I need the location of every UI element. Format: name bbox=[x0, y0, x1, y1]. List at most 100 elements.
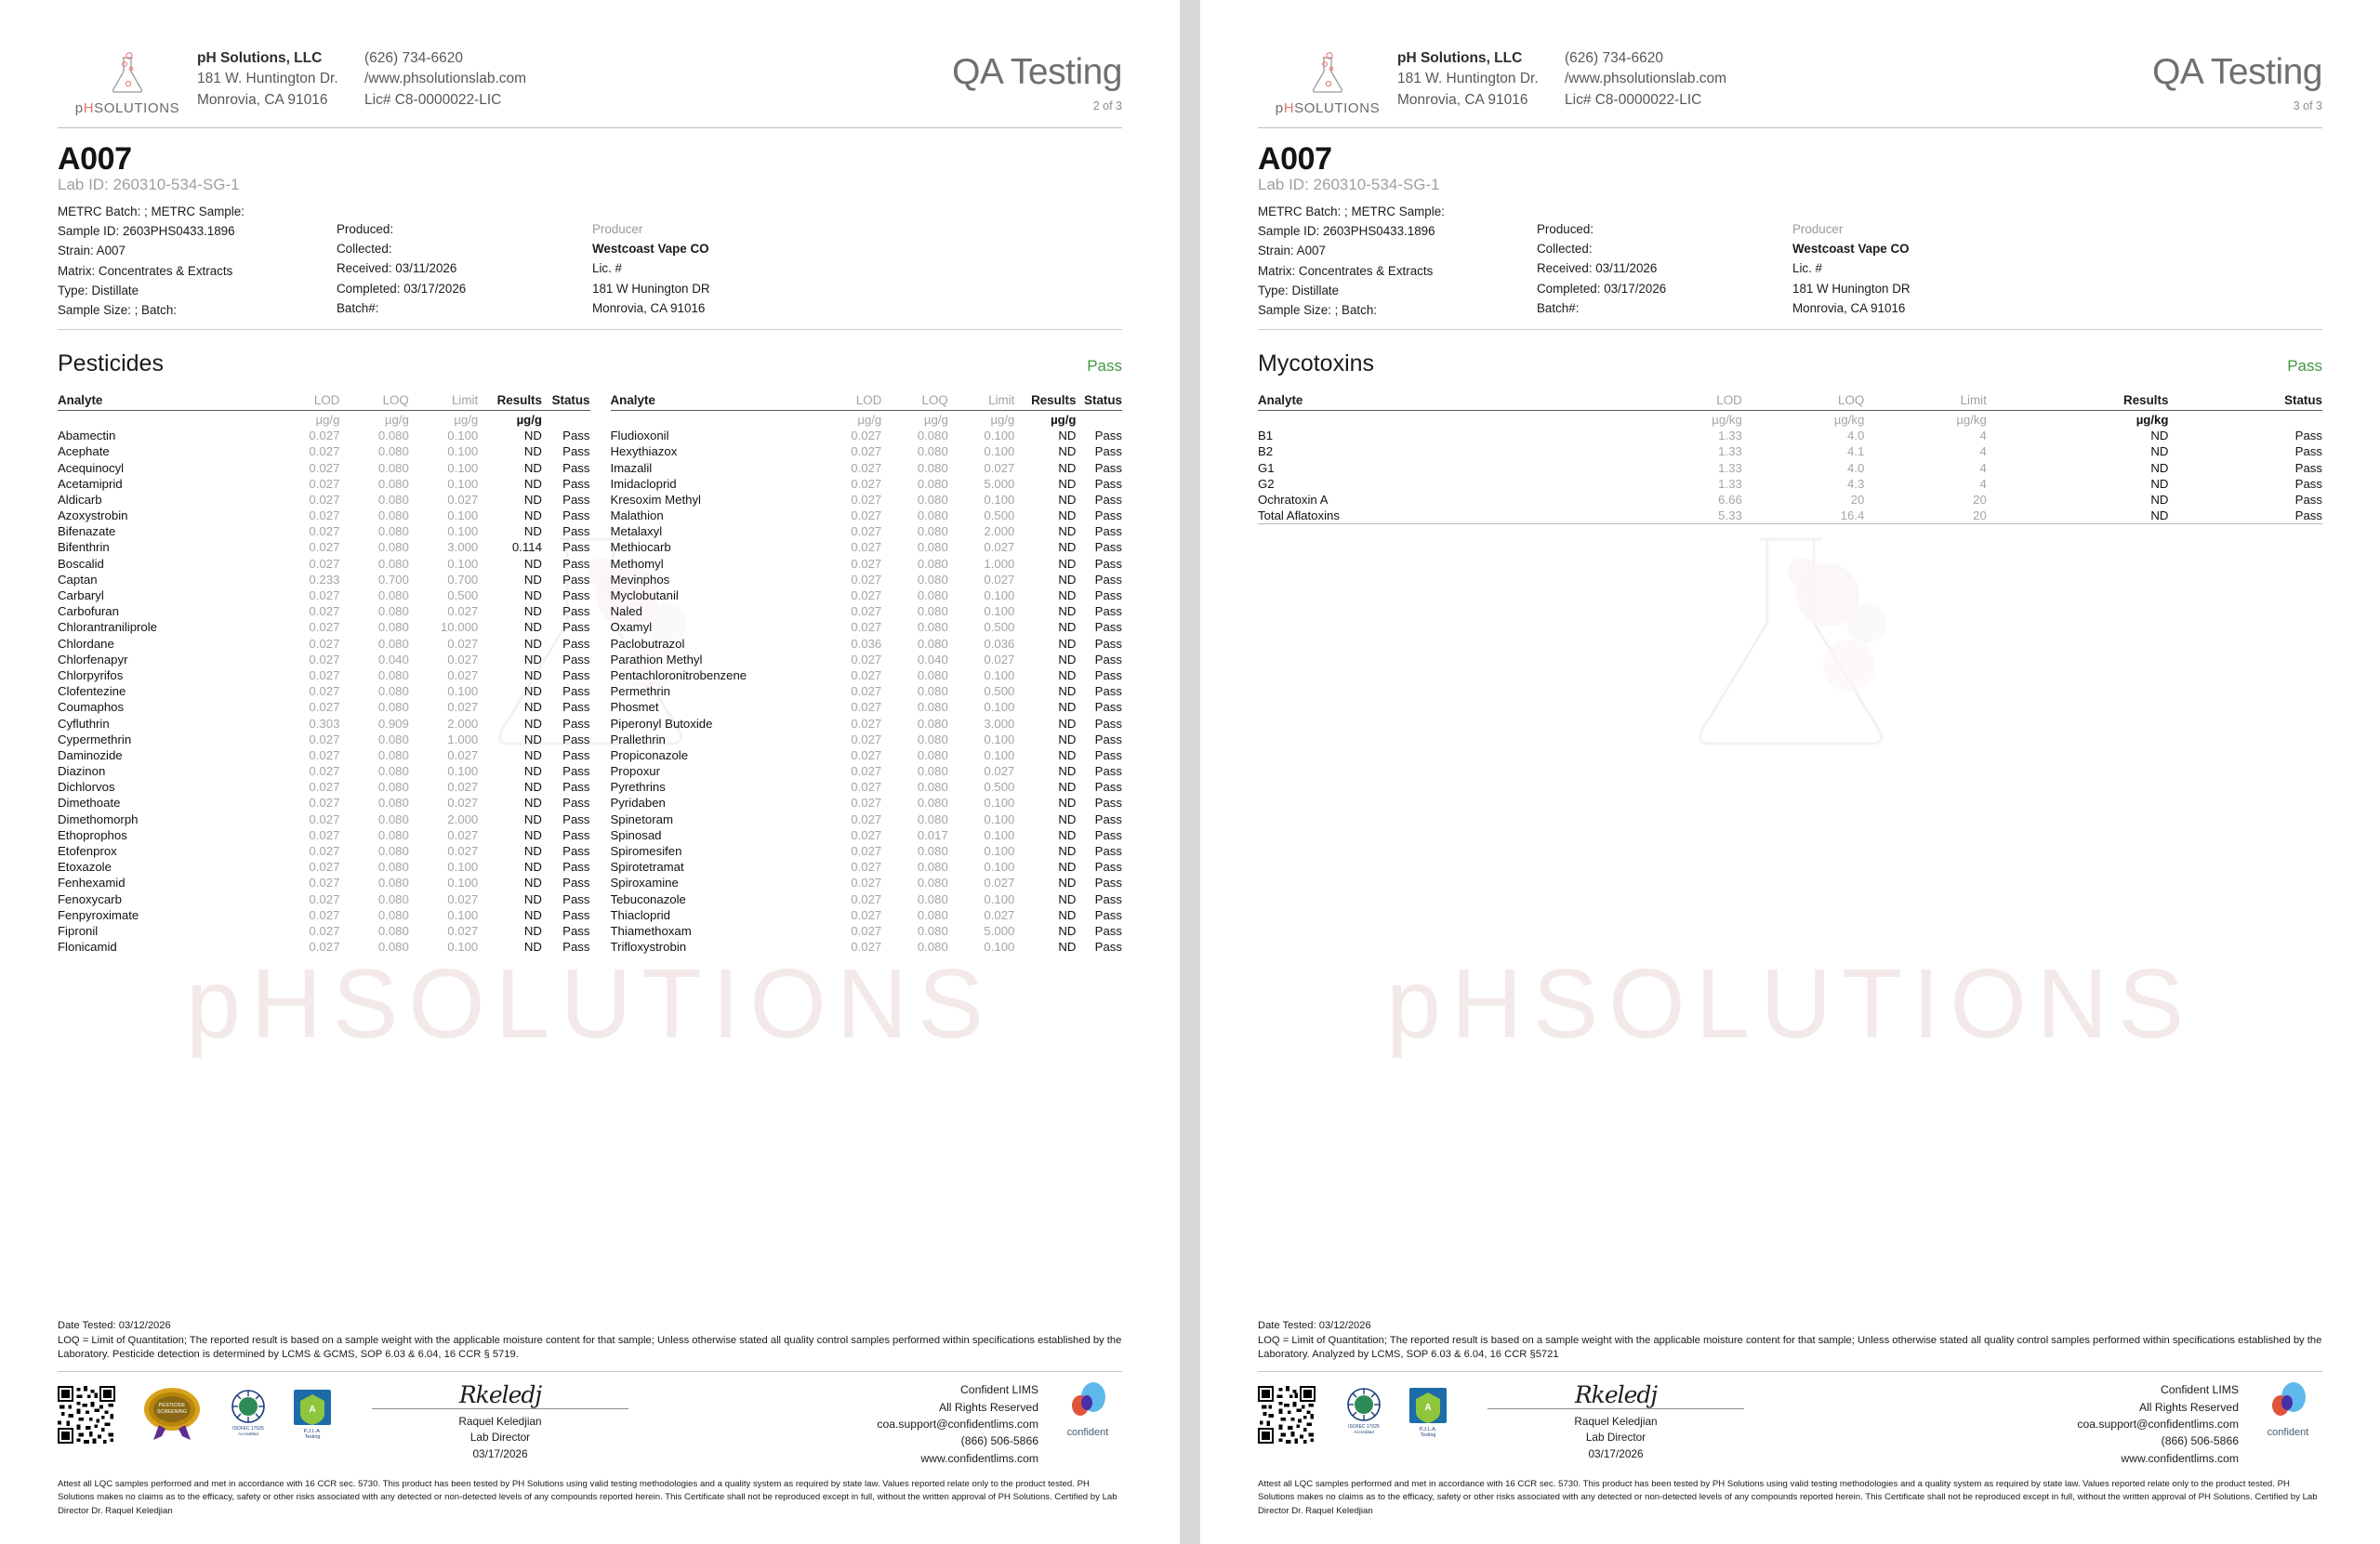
producer-address2: Monrovia, CA 91016 bbox=[1792, 300, 1906, 315]
sample-metrc: METRC Batch: ; METRC Sample: bbox=[1258, 205, 1445, 218]
lims-name: Confident LIMS bbox=[2160, 1383, 2239, 1397]
cell-analyte: Dimethoate bbox=[58, 796, 121, 811]
table-row: Parathion Methyl 0.027 0.040 0.027 ND Pass bbox=[611, 652, 1123, 667]
lab-address-line1: 181 W. Huntington Dr. bbox=[197, 71, 338, 87]
cell-analyte: Methiocarb bbox=[610, 540, 671, 555]
sample-strain-title: A007 bbox=[58, 141, 132, 177]
lab-website[interactable]: /www.phsolutionslab.com bbox=[364, 71, 527, 87]
cell-loq: 0.080 bbox=[377, 588, 409, 602]
cell-result: ND bbox=[523, 700, 542, 715]
lims-email[interactable]: coa.support@confidentlims.com bbox=[2077, 1417, 2239, 1431]
cell-result: ND bbox=[523, 636, 542, 651]
cell-limit: 0.027 bbox=[447, 827, 479, 842]
table-row: Daminozide 0.027 0.080 0.027 ND Pass bbox=[58, 747, 590, 763]
table-row: Abamectin 0.027 0.080 0.100 ND Pass bbox=[58, 428, 590, 443]
cell-result: ND bbox=[523, 764, 542, 779]
producer-block: Producer Westcoast Vape CO Lic. # 181 W … bbox=[1792, 202, 1911, 320]
cell-analyte: Pentachloronitrobenzene bbox=[610, 667, 747, 682]
sample-info-grid: METRC Batch: ; METRC Sample: Sample ID: … bbox=[58, 202, 1122, 320]
cell-analyte: Thiacloprid bbox=[610, 907, 671, 922]
cell-loq: 0.080 bbox=[377, 876, 409, 891]
cell-lod: 0.027 bbox=[309, 684, 340, 699]
cell-limit: 0.100 bbox=[447, 476, 479, 491]
cell-limit: 0.100 bbox=[447, 684, 479, 699]
cell-limit: 4 bbox=[1979, 476, 1987, 491]
cell-status: Pass bbox=[1094, 876, 1122, 891]
cell-status: Pass bbox=[562, 700, 590, 715]
confident-wordmark: confident bbox=[2267, 1427, 2309, 1439]
sample-metrc: METRC Batch: ; METRC Sample: bbox=[58, 205, 245, 218]
table-row: Dimethomorph 0.027 0.080 2.000 ND Pass bbox=[58, 812, 590, 827]
table-row: Flonicamid 0.027 0.080 0.100 ND Pass bbox=[58, 939, 590, 955]
cell-result: ND bbox=[1058, 524, 1077, 539]
cell-loq: 0.080 bbox=[377, 732, 409, 746]
cell-analyte: Fenoxycarb bbox=[58, 891, 122, 906]
cell-result: ND bbox=[1058, 556, 1077, 571]
page-header: pHSOLUTIONS pH Solutions, LLC 181 W. Hun… bbox=[58, 0, 1123, 116]
cell-limit: 2.000 bbox=[447, 716, 479, 731]
cell-limit: 2.000 bbox=[447, 812, 479, 826]
cell-loq: 0.080 bbox=[917, 604, 948, 619]
cell-limit: 20 bbox=[1973, 492, 1987, 507]
cell-status: Pass bbox=[1094, 636, 1122, 651]
cell-loq: 0.080 bbox=[377, 444, 409, 459]
cell-loq: 0.080 bbox=[377, 476, 409, 491]
col-results: Results bbox=[1986, 393, 2169, 412]
sample-completed: Completed: 03/17/2026 bbox=[337, 281, 467, 296]
cell-result: ND bbox=[1058, 876, 1077, 891]
cell-analyte: Chlordane bbox=[58, 636, 114, 651]
cell-result: ND bbox=[523, 620, 542, 635]
cell-lod: 0.027 bbox=[851, 524, 882, 539]
cell-limit: 0.100 bbox=[984, 827, 1015, 842]
cell-limit: 0.027 bbox=[984, 572, 1015, 587]
cell-result: ND bbox=[1058, 764, 1077, 779]
cell-loq: 0.080 bbox=[917, 684, 948, 699]
cell-status: Pass bbox=[1094, 524, 1122, 539]
sample-id: Sample ID: 2603PHS0433.1896 bbox=[58, 224, 235, 239]
cell-analyte: Spinetoram bbox=[610, 812, 673, 826]
cell-result: ND bbox=[1058, 620, 1077, 635]
producer-license: Lic. # bbox=[1792, 261, 1823, 276]
cell-loq: 0.040 bbox=[377, 652, 409, 666]
cell-limit: 0.100 bbox=[447, 429, 479, 443]
cell-loq: 0.080 bbox=[377, 780, 409, 795]
qr-code-icon[interactable] bbox=[1258, 1386, 1316, 1445]
cell-loq: 0.080 bbox=[917, 907, 948, 922]
lims-website[interactable]: www.confidentlims.com bbox=[920, 1451, 1038, 1465]
lims-website[interactable]: www.confidentlims.com bbox=[2121, 1451, 2239, 1465]
cell-result: ND bbox=[523, 460, 542, 475]
cell-loq: 0.080 bbox=[377, 860, 409, 875]
cell-status: Pass bbox=[562, 732, 590, 746]
cell-analyte: Bifenazate bbox=[58, 524, 116, 539]
producer-license: Lic. # bbox=[592, 261, 623, 276]
cell-limit: 0.100 bbox=[984, 429, 1015, 443]
cell-loq: 4.3 bbox=[1846, 476, 1865, 491]
table-row: Methiocarb 0.027 0.080 0.027 ND Pass bbox=[611, 539, 1123, 555]
table-row: Naled 0.027 0.080 0.100 ND Pass bbox=[611, 603, 1123, 619]
lab-address-block: pH Solutions, LLC 181 W. Huntington Dr. … bbox=[197, 48, 364, 111]
cell-limit: 0.100 bbox=[447, 460, 479, 475]
lab-website[interactable]: /www.phsolutionslab.com bbox=[1565, 71, 1727, 87]
cell-lod: 0.027 bbox=[851, 732, 882, 746]
signature-script: Rkeledj bbox=[458, 1381, 542, 1409]
flask-logo-icon bbox=[1312, 52, 1343, 93]
cell-loq: 0.700 bbox=[377, 572, 409, 587]
sample-info-col-2: Produced: Collected: Received: 03/11/202… bbox=[1537, 202, 1792, 320]
cell-result: ND bbox=[523, 588, 542, 602]
cell-result: ND bbox=[523, 907, 542, 922]
qr-code-icon[interactable] bbox=[58, 1386, 115, 1445]
table-header-row: Analyte LOD LOQ Limit Results Status bbox=[1258, 393, 2322, 412]
cell-lod: 0.303 bbox=[309, 716, 340, 731]
table-row: Acetamiprid 0.027 0.080 0.100 ND Pass bbox=[58, 476, 590, 492]
table-row: Spiroxamine 0.027 0.080 0.027 ND Pass bbox=[611, 875, 1123, 891]
lims-email[interactable]: coa.support@confidentlims.com bbox=[877, 1417, 1038, 1431]
cell-analyte: Ochratoxin A bbox=[1258, 492, 1329, 507]
table-row: Boscalid 0.027 0.080 0.100 ND Pass bbox=[58, 556, 590, 572]
table-row: Imidacloprid 0.027 0.080 5.000 ND Pass bbox=[611, 476, 1123, 492]
cell-limit: 0.100 bbox=[984, 492, 1015, 507]
page-number: 3 of 3 bbox=[2293, 99, 2322, 112]
cell-loq: 0.080 bbox=[917, 540, 948, 555]
cell-loq: 0.080 bbox=[917, 780, 948, 795]
cell-status: Pass bbox=[562, 476, 590, 491]
producer-label: Producer bbox=[1792, 222, 1844, 236]
